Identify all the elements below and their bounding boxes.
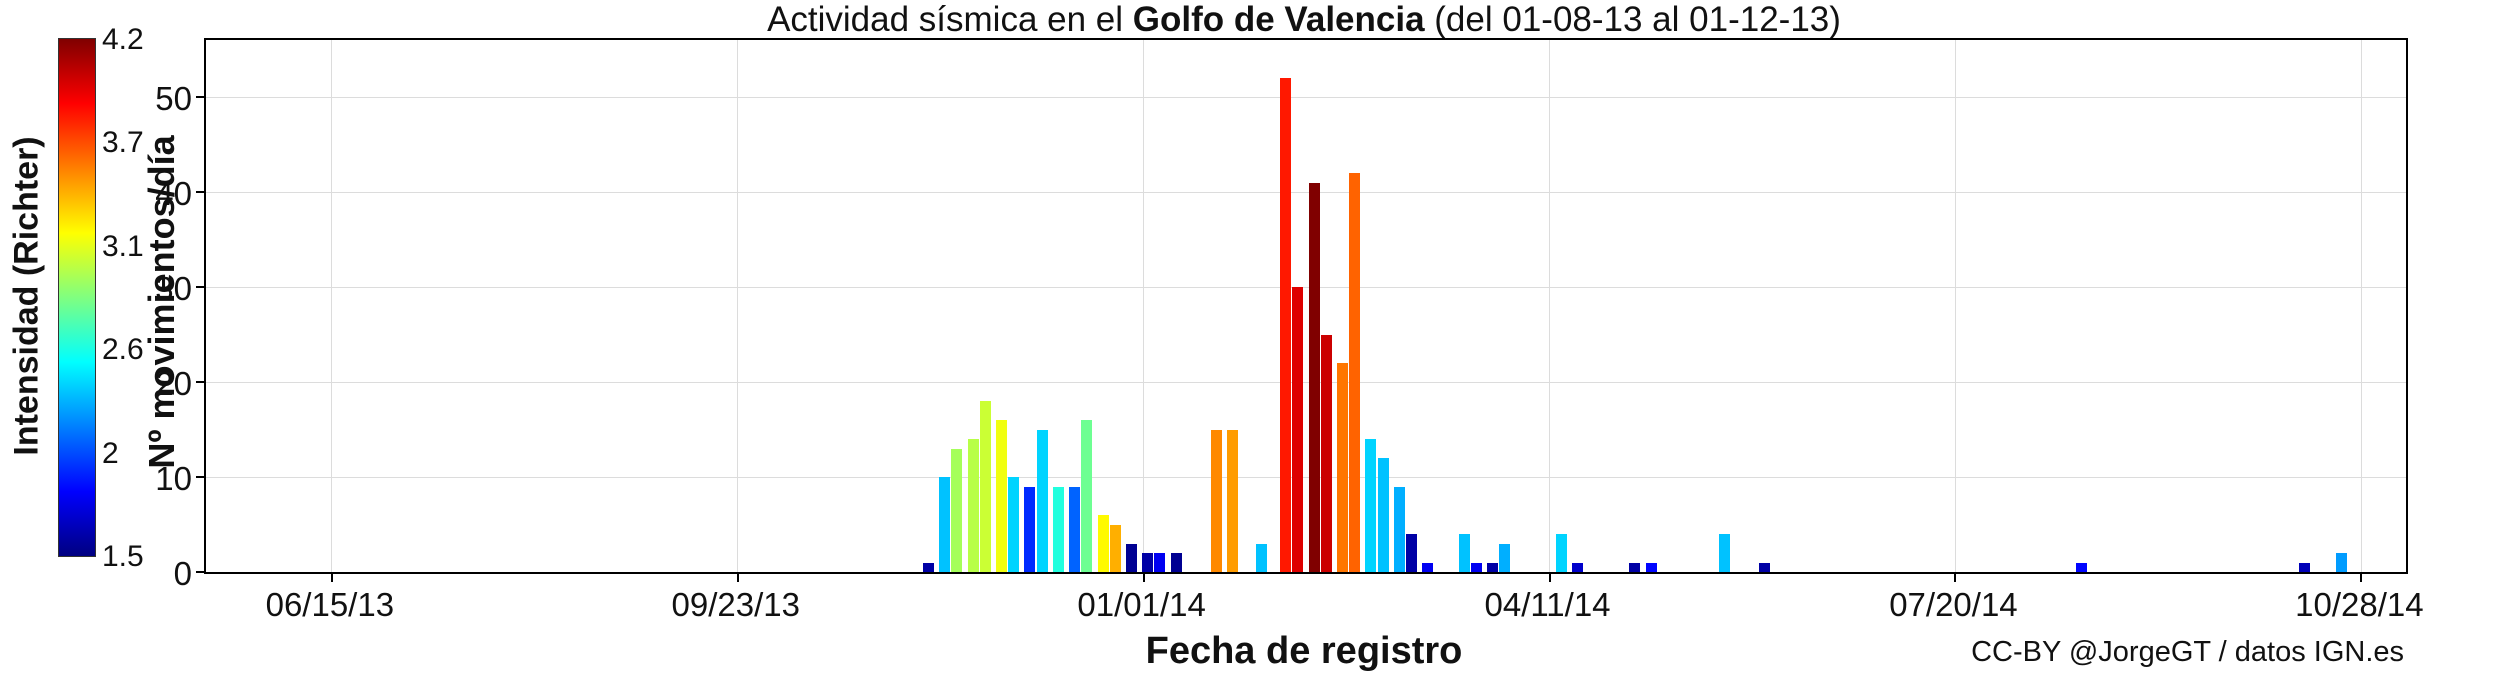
x-tick-label: 09/23/13 — [671, 586, 800, 623]
x-tick-mark — [1142, 572, 1145, 582]
bar — [1227, 429, 1239, 572]
bar — [1393, 486, 1405, 572]
bar — [1365, 439, 1377, 572]
gridline-vertical — [1143, 40, 1145, 572]
chart-title: Actividad sísmica en el Golfo de Valenci… — [204, 0, 2404, 39]
colorbar-tick-label: 3.7 — [102, 126, 144, 160]
x-tick-label: 10/28/14 — [2295, 586, 2424, 623]
bar — [1422, 562, 1434, 572]
bar — [1292, 287, 1304, 572]
bar — [979, 401, 991, 572]
gridline-horizontal — [206, 476, 2406, 478]
bar — [1211, 429, 1223, 572]
y-tick-mark — [196, 286, 206, 288]
bar — [1024, 486, 1036, 572]
gridline-vertical — [2360, 40, 2362, 572]
bar — [1308, 182, 1320, 572]
colorbar-tick-label: 3.1 — [102, 229, 144, 263]
y-tick-label: 0 — [173, 555, 192, 592]
title-bold: Golfo de Valencia — [1132, 0, 1425, 39]
credit-text: CC-BY @JorgeGT / datos IGN.es — [1971, 636, 2404, 668]
bar — [1036, 429, 1048, 572]
x-tick-mark — [1548, 572, 1551, 582]
bar — [1470, 562, 1482, 572]
bar — [1718, 534, 1730, 572]
bar — [1142, 553, 1154, 572]
gridline-vertical — [737, 40, 739, 572]
bar — [1320, 334, 1332, 572]
y-tick-label: 10 — [155, 460, 192, 497]
bar — [1170, 553, 1182, 572]
colorbar — [58, 38, 96, 557]
gridline-vertical — [1954, 40, 1956, 572]
colorbar-tick-label: 1.5 — [102, 540, 144, 573]
bar — [1759, 562, 1771, 572]
y-tick-label: 50 — [155, 80, 192, 117]
plot-area — [196, 38, 2408, 582]
bar — [1081, 420, 1093, 572]
title-prefix: Actividad sísmica en el — [767, 0, 1133, 39]
bar — [1487, 562, 1499, 572]
bar — [967, 439, 979, 572]
x-tick-mark — [330, 572, 333, 582]
bar — [939, 477, 951, 572]
y-tick-label: 20 — [155, 365, 192, 402]
y-tick-mark — [196, 191, 206, 193]
bar — [951, 448, 963, 572]
bar — [923, 562, 934, 572]
bar — [1125, 543, 1137, 572]
bar — [1154, 553, 1166, 572]
bar — [1255, 543, 1267, 572]
x-tick-label: 04/11/14 — [1484, 586, 1611, 623]
bar — [2299, 562, 2311, 572]
bar — [2075, 562, 2087, 572]
colorbar-tick-label: 4.2 — [102, 23, 144, 56]
x-axis-label: Fecha de registro — [1145, 630, 1463, 672]
bar — [1109, 524, 1121, 572]
bar — [1645, 562, 1657, 572]
bar — [1280, 78, 1292, 572]
x-tick-mark — [2360, 572, 2363, 582]
gridline-horizontal — [206, 381, 2406, 383]
bar — [1556, 534, 1568, 572]
colorbar-tick-label: 2 — [102, 436, 119, 470]
bar — [1069, 486, 1081, 572]
gridline-horizontal — [206, 96, 2406, 98]
y-tick-label: 30 — [155, 270, 192, 307]
bar — [1499, 543, 1511, 572]
y-tick-label: 40 — [155, 175, 192, 212]
bar — [1629, 562, 1641, 572]
bar — [1572, 562, 1584, 572]
bar — [1406, 534, 1418, 572]
y-tick-mark — [196, 571, 206, 573]
bar — [1008, 477, 1020, 572]
colorbar-tick-label: 2.6 — [102, 333, 144, 367]
x-tick-mark — [1954, 572, 1957, 582]
bar — [1377, 458, 1389, 572]
y-tick-mark — [196, 476, 206, 478]
gridline-vertical — [1549, 40, 1551, 572]
bar — [1349, 173, 1361, 572]
gridline-horizontal — [206, 191, 2406, 193]
x-tick-label: 01/01/14 — [1077, 586, 1206, 623]
bar — [1337, 363, 1349, 572]
y-tick-mark — [196, 381, 206, 383]
bar — [1052, 486, 1064, 572]
colorbar-axis-label: Intensidad (Richter) — [7, 136, 46, 456]
gridline-horizontal — [206, 286, 2406, 288]
x-tick-mark — [736, 572, 739, 582]
y-tick-mark — [196, 96, 206, 98]
bar — [1097, 515, 1109, 572]
bar — [2335, 553, 2347, 572]
bar — [1458, 534, 1470, 572]
bar — [996, 420, 1008, 572]
title-suffix: (del 01-08-13 al 01-12-13) — [1424, 0, 1841, 39]
x-tick-label: 06/15/13 — [265, 586, 395, 623]
x-tick-label: 07/20/14 — [1889, 586, 2018, 623]
gridline-vertical — [331, 40, 333, 572]
